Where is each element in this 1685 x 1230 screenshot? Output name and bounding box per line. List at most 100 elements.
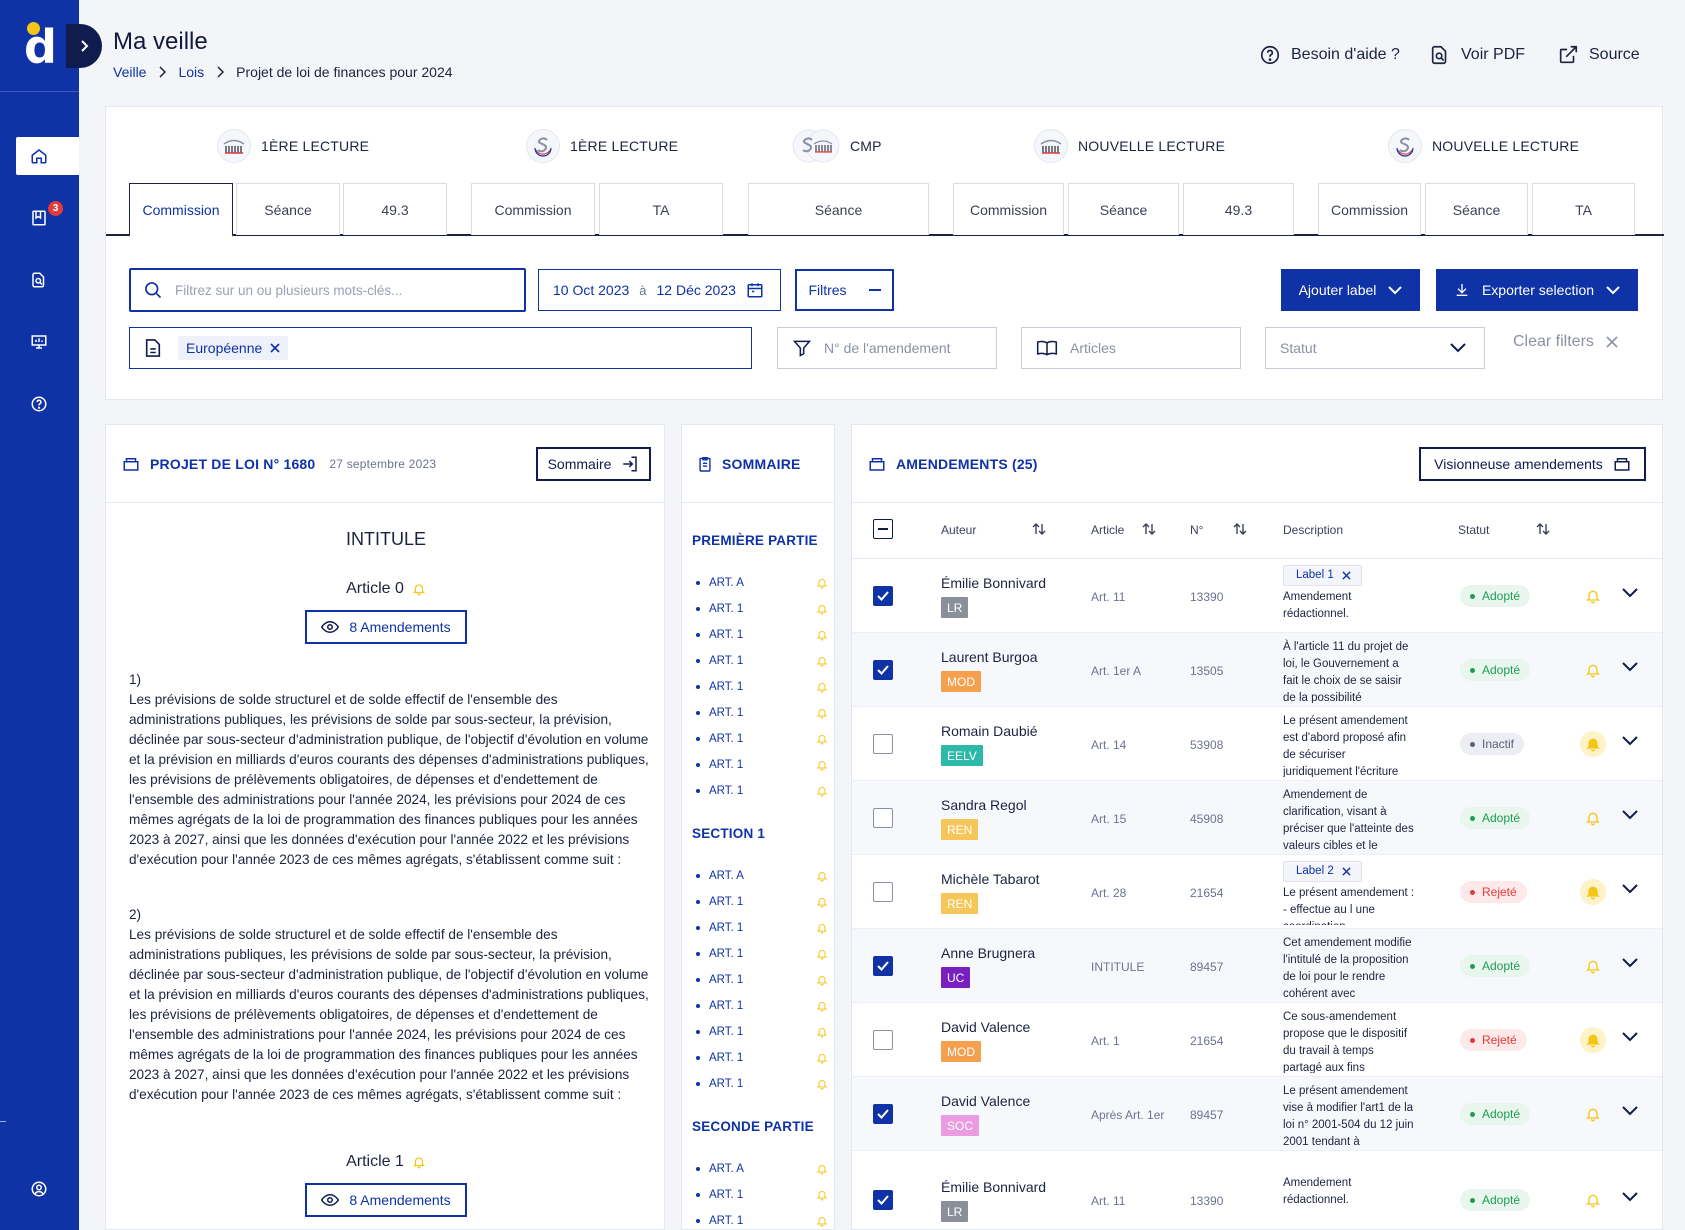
bell-icon[interactable] [816, 1052, 828, 1064]
select-all-checkbox[interactable] [873, 519, 893, 539]
status-select[interactable]: Statut [1265, 327, 1485, 369]
row-checkbox[interactable] [873, 660, 893, 680]
view-pdf-button[interactable]: Voir PDF [1429, 44, 1525, 66]
breadcrumb-link-veille[interactable]: Veille [113, 64, 147, 80]
nav-help[interactable] [16, 385, 79, 423]
amendment-author[interactable]: Émilie Bonnivard [941, 575, 1047, 591]
column-article[interactable]: Article [1091, 523, 1125, 537]
close-icon[interactable] [270, 343, 280, 353]
row-checkbox[interactable] [873, 1190, 893, 1210]
bell-icon[interactable] [1580, 657, 1606, 683]
table-row[interactable]: Sandra Regol REN Art. 15 45908 Amendement de… [852, 781, 1662, 855]
bell-icon[interactable] [816, 681, 828, 693]
articles-filter[interactable]: Articles [1021, 327, 1241, 369]
tab-seance[interactable]: Séance [1068, 183, 1179, 235]
chevron-down-icon[interactable] [1622, 1106, 1638, 1116]
summary-article-link[interactable]: ART. 1 [696, 889, 828, 915]
amendments-viewer-button[interactable]: Visionneuse amendements [1419, 447, 1646, 481]
bell-icon[interactable] [816, 733, 828, 745]
summary-article-link[interactable]: ART. 1 [696, 915, 828, 941]
row-checkbox[interactable] [873, 586, 893, 606]
row-checkbox[interactable] [873, 882, 893, 902]
reading-cmp[interactable]: CMP [792, 129, 882, 163]
nav-search-documents[interactable] [16, 261, 79, 299]
reading-an-first[interactable]: 1ÈRE LECTURE [217, 129, 369, 163]
source-button[interactable]: Source [1557, 44, 1640, 66]
article-amendments-button[interactable]: 8 Amendements [305, 1183, 467, 1217]
summary-article-link[interactable]: ART. 1 [696, 1071, 828, 1097]
bell-icon[interactable] [816, 948, 828, 960]
bell-icon[interactable] [816, 655, 828, 667]
table-row[interactable]: David Valence SOC Après Art. 1er 89457 Le pr… [852, 1077, 1662, 1151]
amendment-author[interactable]: Émilie Bonnivard [941, 1179, 1047, 1195]
bell-icon[interactable] [816, 922, 828, 934]
keyword-search[interactable] [129, 268, 526, 312]
row-checkbox[interactable] [873, 808, 893, 828]
summary-article-link[interactable]: ART. 1 [696, 726, 828, 752]
tab-49-3[interactable]: 49.3 [343, 183, 447, 235]
help-button[interactable]: Besoin d'aide ? [1259, 44, 1400, 66]
chevron-down-icon[interactable] [1622, 884, 1638, 894]
clear-filters-button[interactable]: Clear filters [1513, 333, 1618, 351]
chevron-down-icon[interactable] [1622, 1192, 1638, 1202]
summary-article-link[interactable]: ART. A [696, 570, 828, 596]
tab-ta[interactable]: TA [599, 183, 723, 235]
bell-icon[interactable] [1580, 1101, 1606, 1127]
app-logo[interactable]: d [0, 0, 79, 92]
amendment-author[interactable]: Anne Brugnera [941, 945, 1036, 961]
bell-icon[interactable] [816, 1189, 828, 1201]
reading-an-new[interactable]: NOUVELLE LECTURE [1034, 129, 1225, 163]
bell-icon[interactable] [412, 1155, 426, 1169]
bell-icon[interactable] [1580, 1027, 1606, 1053]
summary-article-link[interactable]: ART. 1 [696, 752, 828, 778]
amendment-author[interactable]: Romain Daubié [941, 723, 1038, 739]
export-selection-button[interactable]: Exporter selection [1436, 269, 1638, 311]
document-type-filter[interactable]: Européenne [129, 327, 752, 369]
summary-article-link[interactable]: ART. A [696, 1156, 828, 1182]
summary-section-title[interactable]: PREMIÈRE PARTIE [692, 533, 818, 548]
nav-presentation[interactable] [16, 323, 79, 361]
chevron-down-icon[interactable] [1622, 1032, 1638, 1042]
amendment-author[interactable]: Sandra Regol [941, 797, 1027, 813]
summary-section-title[interactable]: SECONDE PARTIE [692, 1119, 814, 1134]
bell-icon[interactable] [816, 759, 828, 771]
sort-icon[interactable] [1142, 523, 1156, 535]
bell-icon[interactable] [1580, 583, 1606, 609]
tab-commission[interactable]: Commission [471, 183, 595, 235]
column-author[interactable]: Auteur [941, 523, 977, 537]
bell-icon[interactable] [1580, 953, 1606, 979]
chevron-down-icon[interactable] [1622, 662, 1638, 672]
chevron-down-icon[interactable] [1622, 810, 1638, 820]
bell-icon[interactable] [816, 870, 828, 882]
amendment-author[interactable]: David Valence [941, 1093, 1031, 1109]
tab-commission[interactable]: Commission [953, 183, 1064, 235]
sidebar-collapse-button[interactable] [66, 24, 102, 68]
summary-article-link[interactable]: ART. 1 [696, 648, 828, 674]
table-row[interactable]: Laurent Burgoa MOD Art. 1er A 13505 À l'arti… [852, 633, 1662, 707]
bell-icon[interactable] [816, 974, 828, 986]
summary-button[interactable]: Sommaire [536, 447, 651, 481]
close-icon[interactable] [1342, 571, 1351, 580]
chevron-down-icon[interactable] [1622, 588, 1638, 598]
summary-article-link[interactable]: ART. 1 [696, 700, 828, 726]
summary-section-title[interactable]: SECTION 1 [692, 826, 766, 841]
bell-icon[interactable] [816, 1026, 828, 1038]
bell-icon[interactable] [1580, 731, 1606, 757]
reading-senat-new[interactable]: NOUVELLE LECTURE [1388, 129, 1579, 163]
table-row[interactable]: David Valence MOD Art. 1 21654 Ce sous-amend… [852, 1003, 1662, 1077]
date-range-picker[interactable]: 10 Oct 2023 à 12 Déc 2023 [538, 269, 781, 311]
bell-icon[interactable] [1580, 805, 1606, 831]
nav-home[interactable] [16, 137, 79, 175]
row-checkbox[interactable] [873, 1030, 893, 1050]
bell-icon[interactable] [816, 1078, 828, 1090]
nav-library[interactable]: 3 [16, 199, 79, 237]
summary-article-link[interactable]: ART. 1 [696, 1182, 828, 1208]
summary-article-link[interactable]: ART. 1 [696, 993, 828, 1019]
row-checkbox[interactable] [873, 734, 893, 754]
add-label-button[interactable]: Ajouter label [1281, 269, 1420, 311]
reading-senat-first[interactable]: 1ÈRE LECTURE [526, 129, 678, 163]
table-row[interactable]: Émilie Bonnivard LR Art. 11 13390 Label 1 Ame… [852, 559, 1662, 633]
summary-article-link[interactable]: ART. 1 [696, 674, 828, 700]
summary-article-link[interactable]: ART. 1 [696, 941, 828, 967]
amendment-author[interactable]: Michèle Tabarot [941, 871, 1040, 887]
